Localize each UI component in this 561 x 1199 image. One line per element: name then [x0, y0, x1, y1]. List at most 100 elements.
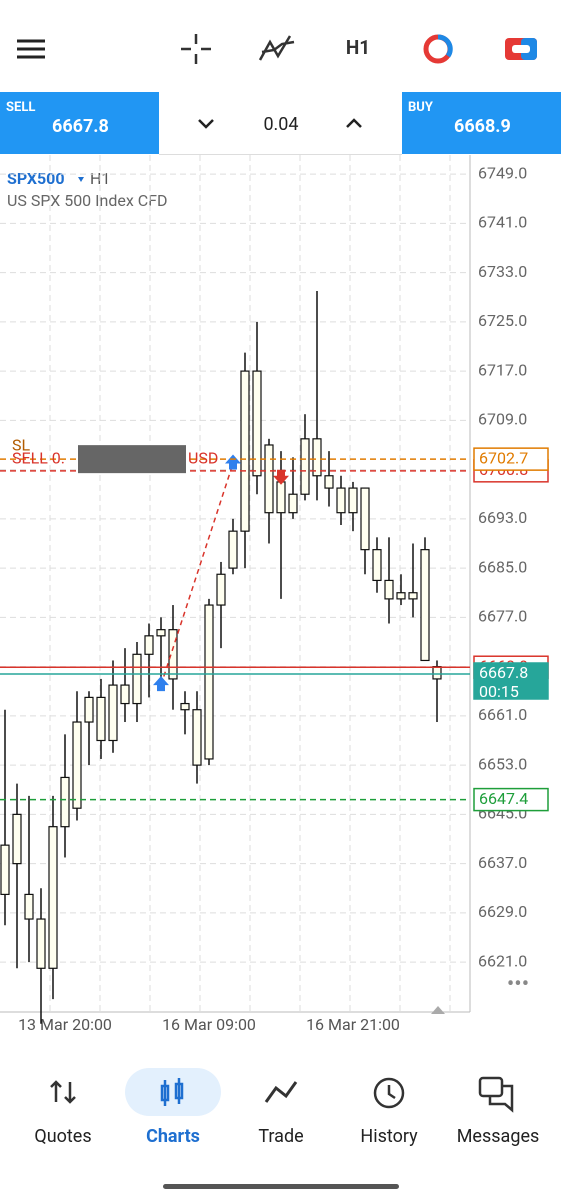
candle-body [264, 444, 274, 514]
candle-body [288, 493, 298, 514]
history-icon[interactable] [373, 1077, 405, 1109]
price-level-label: 6667.8 [479, 663, 528, 682]
candle-body [336, 487, 346, 514]
candle-body [252, 370, 262, 477]
trade-icon[interactable] [264, 1081, 298, 1103]
y-tick-label: 6709.0 [478, 410, 527, 429]
symbol-description: US SPX 500 Index CFD [7, 191, 168, 210]
candle-body [12, 813, 22, 865]
deal-marker [225, 454, 241, 470]
y-tick-label: 6629.0 [478, 902, 527, 921]
order-sl: SL [12, 435, 31, 454]
y-tick-label: 6733.0 [478, 262, 527, 281]
bottom-nav: Quotes Charts Trade History Messages [34, 1068, 540, 1189]
nav-label[interactable]: Quotes [34, 1126, 91, 1147]
buy-button[interactable]: BUY 6668.9 [402, 92, 561, 154]
crosshair-button[interactable] [181, 34, 211, 64]
volume-svg: 0.04 [198, 114, 362, 135]
volume-down[interactable] [198, 119, 214, 129]
candle-body [300, 438, 310, 495]
symbol-dropdown[interactable] [78, 177, 84, 182]
price-level-box [473, 662, 549, 700]
nav-label[interactable]: History [360, 1126, 418, 1147]
price-level-box [473, 787, 549, 812]
messages-icon[interactable] [478, 1076, 514, 1113]
volume-up[interactable] [346, 118, 362, 128]
quotes-icon[interactable] [50, 1080, 76, 1104]
more-button[interactable]: ••• [507, 972, 529, 997]
candle-body [408, 592, 418, 600]
x-tick-label: 16 Mar 21:00 [306, 1015, 400, 1034]
y-tick-label: 6717.0 [478, 360, 527, 379]
candle-body [384, 579, 394, 600]
y-tick-label: 6621.0 [478, 951, 527, 970]
deal-marker [153, 676, 169, 692]
y-tick-label: 6677.0 [478, 607, 527, 626]
one-click-button[interactable] [505, 38, 537, 60]
y-tick-label: 6661.0 [478, 705, 527, 724]
y-tick-label: 6653.0 [478, 754, 527, 773]
y-tick-label: 6725.0 [478, 311, 527, 330]
volume-value[interactable]: 0.04 [263, 114, 298, 135]
candle-body [156, 629, 166, 637]
candle-body [324, 475, 334, 489]
deal-marker [273, 469, 289, 485]
volume-control: 0.04 [159, 92, 402, 155]
deal-link [160, 463, 234, 686]
countdown: 00:15 [479, 682, 519, 701]
candle-body [144, 635, 154, 655]
buy-price: 6668.9 [454, 116, 511, 137]
chart: SPX500 H1 US SPX 500 Index CFD 6749.0674… [0, 155, 549, 1034]
candle-body [36, 918, 46, 969]
candle-body [432, 666, 442, 680]
candle-body [48, 826, 58, 969]
scroll-button [431, 1006, 445, 1014]
candle-body [60, 776, 70, 828]
candle-body [276, 481, 286, 514]
candle-body [204, 604, 214, 760]
trade-panel: SELL 6667.8 0.04 BUY 6668.9 [0, 92, 561, 156]
candle-body [24, 893, 34, 920]
candle-body [132, 653, 142, 705]
candle-body [420, 549, 430, 662]
sell-button[interactable]: SELL 6667.8 [0, 92, 159, 154]
nav-label[interactable]: Charts [146, 1126, 200, 1147]
redacted [78, 445, 186, 474]
order-unit: USD [188, 448, 218, 467]
sell-label: SELL [6, 100, 36, 115]
top-bar: H1 [17, 34, 537, 64]
nav-label[interactable]: Trade [258, 1126, 303, 1147]
candle-body [120, 684, 130, 705]
charts-highlight[interactable] [125, 1068, 221, 1116]
y-tick-label: 6637.0 [478, 853, 527, 872]
candle-body [168, 629, 178, 680]
candle-body [396, 592, 406, 600]
x-tick-label: 13 Mar 20:00 [18, 1015, 112, 1034]
candle-body [228, 530, 238, 569]
y-tick-label: 6741.0 [478, 213, 527, 232]
candle-body [108, 684, 118, 742]
sell-price: 6667.8 [52, 116, 109, 137]
price-level-label: 6647.4 [479, 789, 528, 808]
candle-body [240, 370, 250, 532]
charts-icon[interactable] [160, 1078, 184, 1106]
trade-history-button[interactable] [423, 34, 453, 64]
price-level-label: 6702.7 [479, 448, 528, 467]
y-tick-label: 6685.0 [478, 557, 527, 576]
candle-body [348, 487, 358, 514]
candle-body [180, 702, 190, 711]
home-indicator [163, 1184, 399, 1189]
candle-body [216, 573, 226, 606]
order-text: SELL 0. [12, 448, 65, 467]
indicators-button[interactable] [258, 35, 295, 61]
candle-body [0, 844, 10, 896]
candle-body [372, 549, 382, 582]
nav-label[interactable]: Messages [457, 1126, 540, 1147]
price-level-box [473, 447, 549, 471]
y-tick-label: 6693.0 [478, 508, 527, 527]
timeframe-button[interactable]: H1 [346, 36, 370, 59]
candle-body [312, 438, 322, 477]
menu-button[interactable] [17, 39, 45, 59]
